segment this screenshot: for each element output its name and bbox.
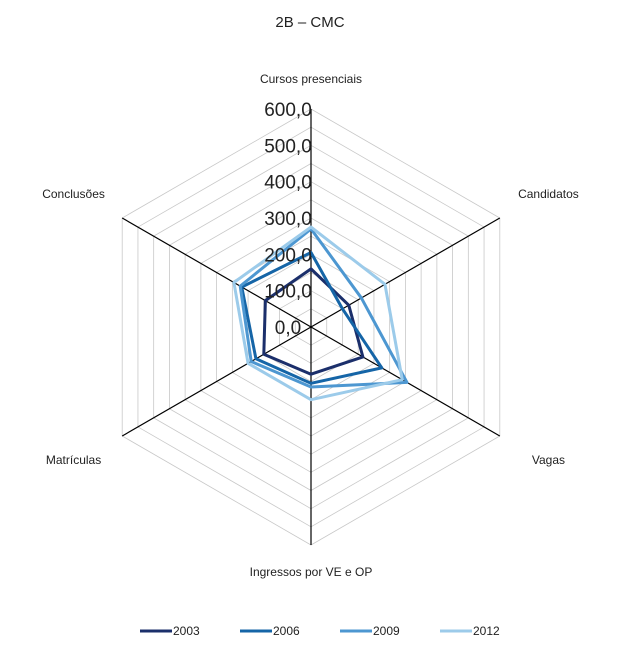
tick-label: 100,0: [264, 282, 312, 303]
tick-label: 200,0: [264, 245, 312, 266]
legend-label-2006: 2006: [273, 624, 300, 638]
axis-label: Conclusões: [42, 187, 105, 201]
axis-spoke: [121, 217, 312, 328]
series-line-2003: [262, 267, 365, 376]
axis-spoke: [121, 326, 312, 437]
legend-label-2012: 2012: [473, 624, 500, 638]
radial-tick-labels: 0,0 100,0 200,0 300,0 400,0 500,0 600,0: [264, 100, 312, 339]
radar-grid: [121, 108, 501, 546]
series-line-2006: [240, 251, 384, 385]
series-line-2012: [232, 225, 404, 402]
tick-label: 600,0: [264, 100, 312, 121]
chart-title: 2B – CMC: [275, 14, 344, 31]
tick-label: 500,0: [264, 136, 312, 157]
axis-label: Vagas: [532, 453, 565, 467]
tick-label: 0,0: [275, 318, 301, 339]
legend-label-2003: 2003: [173, 624, 200, 638]
radar-axis-labels: Cursos presenciais Candidatos Vagas Ingress…: [42, 72, 579, 579]
axis-label: Matrículas: [46, 453, 101, 467]
radar-series-group: [232, 225, 409, 402]
axis-label: Ingressos por VE e OP: [250, 565, 373, 579]
tick-label: 300,0: [264, 209, 312, 230]
tick-label: 400,0: [264, 173, 312, 194]
legend-label-2009: 2009: [373, 624, 400, 638]
series-line-2009: [238, 227, 409, 389]
chart-legend: 2003 2006 2009 2012: [140, 624, 500, 638]
axis-label: Candidatos: [518, 187, 579, 201]
axis-label: Cursos presenciais: [260, 72, 362, 86]
